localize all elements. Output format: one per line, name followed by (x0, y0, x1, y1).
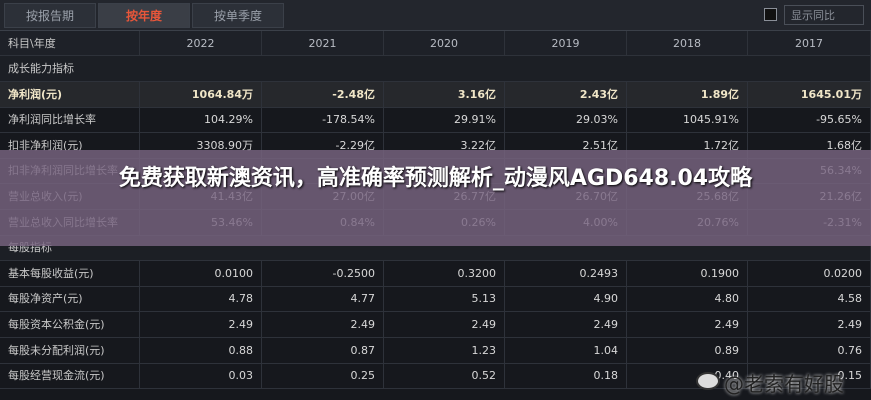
value-cell: 4.80 (627, 286, 748, 313)
value-cell: -95.65% (748, 107, 871, 134)
value-cell: 1045.91% (627, 107, 748, 134)
value-cell: 0.52 (384, 363, 505, 390)
tab[interactable]: 按报告期 (4, 3, 96, 28)
value-cell: 0.0200 (748, 260, 871, 287)
value-cell: 0.2493 (505, 260, 627, 287)
value-cell: 1.89亿 (627, 81, 748, 108)
value-cell: 2.49 (384, 312, 505, 338)
value-cell: -178.54% (262, 107, 384, 134)
value-cell: 4.78 (140, 286, 262, 313)
watermark: @老索有好股 (724, 372, 844, 396)
row-label: 每股净资产(元) (0, 286, 140, 313)
row-label: 净利润同比增长率 (0, 107, 140, 134)
value-cell: 0.89 (627, 337, 748, 364)
overlay-title: 免费获取新澳资讯，高准确率预测解析_动漫风AGD648.04攻略 (118, 166, 753, 191)
value-cell: 2.43亿 (505, 81, 627, 108)
header-cell: 2019 (505, 31, 627, 56)
tab[interactable]: 按单季度 (192, 3, 284, 28)
value-cell: 1.04 (505, 337, 627, 364)
row-label: 基本每股收益(元) (0, 260, 140, 287)
value-cell: 0.0100 (140, 260, 262, 287)
value-cell: 2.49 (505, 312, 627, 338)
value-cell: 0.88 (140, 337, 262, 364)
value-cell: 0.76 (748, 337, 871, 364)
value-cell: 1064.84万 (140, 81, 262, 108)
value-cell: 0.40 (627, 363, 748, 390)
value-cell: 0.25 (262, 363, 384, 390)
tab[interactable]: 按年度 (98, 3, 190, 28)
row-label: 每股资本公积金(元) (0, 312, 140, 338)
value-cell: 4.77 (262, 286, 384, 313)
header-cell: 2021 (262, 31, 384, 56)
value-cell: 29.03% (505, 107, 627, 134)
value-cell: 2.49 (627, 312, 748, 338)
value-cell: 2.49 (748, 312, 871, 338)
header-cell: 2020 (384, 31, 505, 56)
row-label: 净利润(元) (0, 81, 140, 108)
value-cell: 4.58 (748, 286, 871, 313)
toggle-label[interactable]: 显示同比 (784, 5, 864, 25)
value-cell: 1645.01万 (748, 81, 871, 108)
value-cell: 0.1900 (627, 260, 748, 287)
header-cell: 2017 (748, 31, 871, 56)
value-cell: 0.18 (505, 363, 627, 390)
value-cell: 0.87 (262, 337, 384, 364)
section-row: 成长能力指标 (0, 56, 871, 82)
weibo-icon (696, 372, 720, 390)
value-cell: 104.29% (140, 107, 262, 134)
checkbox[interactable] (764, 8, 777, 21)
value-cell: -0.2500 (262, 260, 384, 287)
value-cell: 5.13 (384, 286, 505, 313)
row-label: 每股未分配利润(元) (0, 337, 140, 364)
value-cell: 2.49 (140, 312, 262, 338)
value-cell: 0.3200 (384, 260, 505, 287)
value-cell: 1.23 (384, 337, 505, 364)
header-cell: 科目\年度 (0, 31, 140, 56)
value-cell: 2.49 (262, 312, 384, 338)
header-cell: 2018 (627, 31, 748, 56)
overlay-band (0, 150, 871, 246)
value-cell: -2.48亿 (262, 81, 384, 108)
value-cell: 4.90 (505, 286, 627, 313)
header-cell: 2022 (140, 31, 262, 56)
value-cell: 0.03 (140, 363, 262, 390)
value-cell: 3.16亿 (384, 81, 505, 108)
row-label: 每股经营现金流(元) (0, 363, 140, 390)
value-cell: 29.91% (384, 107, 505, 134)
